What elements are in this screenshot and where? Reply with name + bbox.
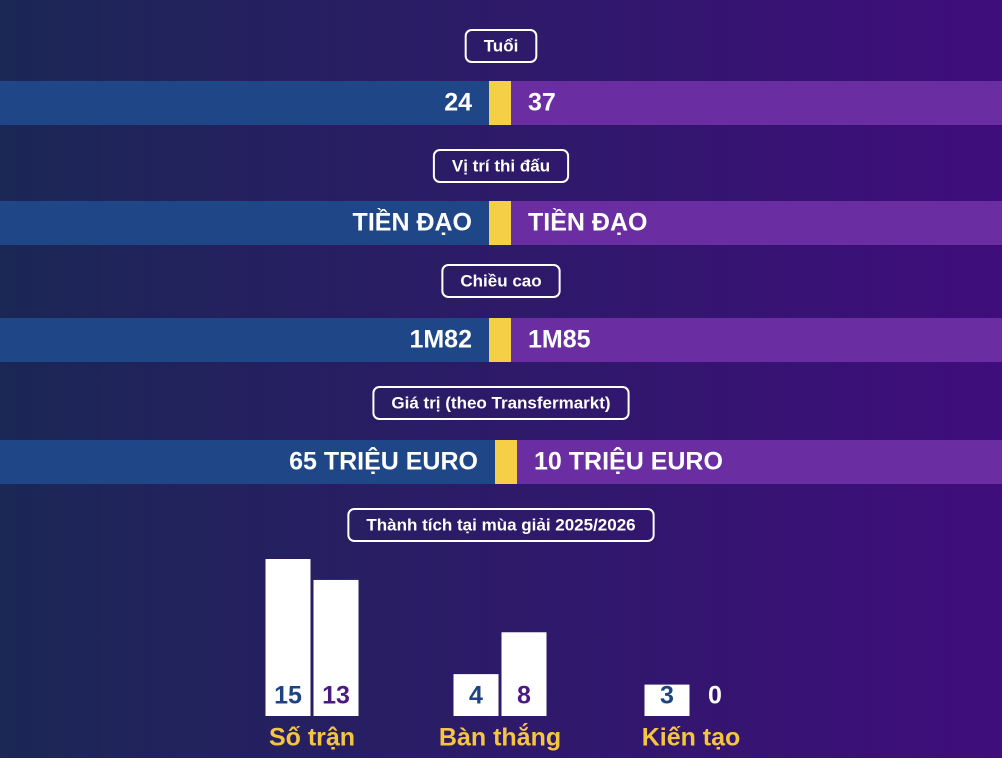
left-bar: [0, 440, 495, 484]
left-bar: [0, 201, 489, 245]
value-label: 3: [660, 682, 674, 710]
right-bar: [517, 440, 1002, 484]
label-pill: [432, 149, 570, 183]
divider: [489, 201, 511, 245]
section-label: Vị trí thi đấu: [452, 156, 550, 175]
value-label: 0: [708, 682, 722, 710]
bar: [501, 632, 547, 716]
bar: [313, 579, 359, 716]
left-value: 65 TRIỆU EURO: [289, 446, 478, 476]
right-value: 10 TRIỆU EURO: [534, 446, 723, 476]
left-value: 1M82: [409, 326, 472, 354]
label-pill: [464, 29, 538, 63]
bar: [265, 559, 311, 716]
section-label: Tuổi: [484, 36, 519, 55]
section-label: Giá trị (theo Transfermarkt): [391, 393, 610, 412]
right-bar: [511, 81, 1002, 125]
value-label: 4: [469, 682, 483, 710]
category-label: Số trận: [269, 724, 355, 752]
divider: [489, 318, 511, 362]
left-value: 24: [444, 89, 472, 117]
label-pill: [372, 386, 630, 420]
left-bar: [0, 81, 489, 125]
divider: [495, 440, 517, 484]
left-value: TIỀN ĐẠO: [353, 208, 472, 237]
divider: [489, 81, 511, 125]
left-bar: [0, 318, 489, 362]
label-pill: [441, 264, 561, 298]
right-bar: [511, 201, 1002, 245]
category-label: Bàn thắng: [439, 722, 561, 752]
value-label: 13: [322, 682, 350, 710]
category-label: Kiến tạo: [642, 724, 741, 752]
value-label: 15: [274, 682, 302, 710]
right-value: TIỀN ĐẠO: [528, 208, 647, 237]
right-value: 1M85: [528, 326, 591, 354]
section-label: Thành tích tại mùa giải 2025/2026: [366, 515, 635, 534]
right-bar: [511, 318, 1002, 362]
section-label: Chiều cao: [460, 271, 541, 290]
bar: [644, 684, 690, 716]
right-value: 37: [528, 89, 556, 117]
label-pill: [347, 508, 655, 542]
bar: [453, 674, 499, 716]
value-label: 8: [517, 682, 531, 710]
